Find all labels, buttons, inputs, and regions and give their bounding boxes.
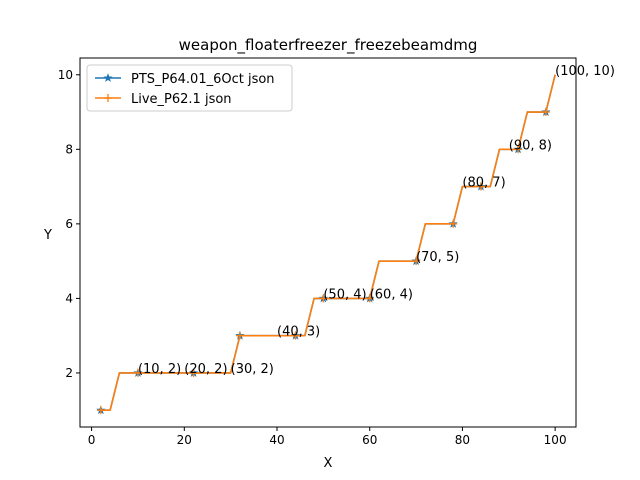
annotation-10: (100, 10) (555, 64, 615, 79)
series-markers-2 (96, 108, 550, 415)
legend-box (86, 64, 293, 112)
series-2-marker-6 (319, 294, 328, 303)
annotation-7: (70, 5) (416, 250, 459, 265)
x-tick-label-3: 40 (269, 433, 284, 447)
chart-title: weapon_floaterfreezer_freezebeamdmg (179, 36, 478, 55)
legend-entry-1: PTS_P64.01_6Oct json (131, 72, 275, 87)
series-2-marker-2 (133, 368, 142, 377)
series-2-marker-4 (235, 331, 244, 340)
x-tick-label-4: 60 (362, 433, 377, 447)
x-tick-label-5: 80 (455, 433, 470, 447)
x-axis-label: X (324, 456, 333, 471)
y-tick-label-4: 8 (65, 142, 73, 156)
x-tick-label-6: 100 (544, 433, 567, 447)
annotation-4: (40, 3) (277, 325, 320, 340)
y-tick-label-1: 2 (65, 366, 73, 380)
annotation-9: (90, 8) (509, 138, 552, 153)
annotation-2: (20, 2) (184, 362, 227, 377)
series-2-marker-3 (189, 368, 198, 377)
y-tick-label-2: 4 (65, 291, 73, 305)
legend-marker-1 (103, 73, 113, 82)
annotation-1: (10, 2) (138, 362, 181, 377)
series-2-marker-1 (96, 406, 105, 415)
legend-marker-2 (104, 94, 112, 102)
y-tick-label-5: 10 (58, 68, 73, 82)
annotation-8: (80, 7) (462, 176, 505, 191)
legend-entry-2: Live_P62.1 json (131, 92, 232, 107)
x-tick-label-2: 20 (177, 433, 192, 447)
series-2-marker-7 (365, 294, 374, 303)
y-axis-label: Y (43, 228, 52, 243)
series-2-marker-5 (291, 331, 300, 340)
annotation-5: (50, 4) (323, 287, 366, 302)
x-tick-label-1: 0 (88, 433, 96, 447)
plot-frame (79, 57, 577, 428)
series-2-marker-10 (476, 182, 485, 191)
series-2-marker-9 (449, 219, 458, 228)
annotation-3: (30, 2) (231, 362, 274, 377)
series-2-marker-8 (412, 257, 421, 266)
annotation-6: (60, 4) (370, 287, 413, 302)
y-tick-label-3: 6 (65, 217, 73, 231)
series-2-marker-12 (541, 108, 550, 117)
series-2-marker-11 (514, 145, 523, 154)
